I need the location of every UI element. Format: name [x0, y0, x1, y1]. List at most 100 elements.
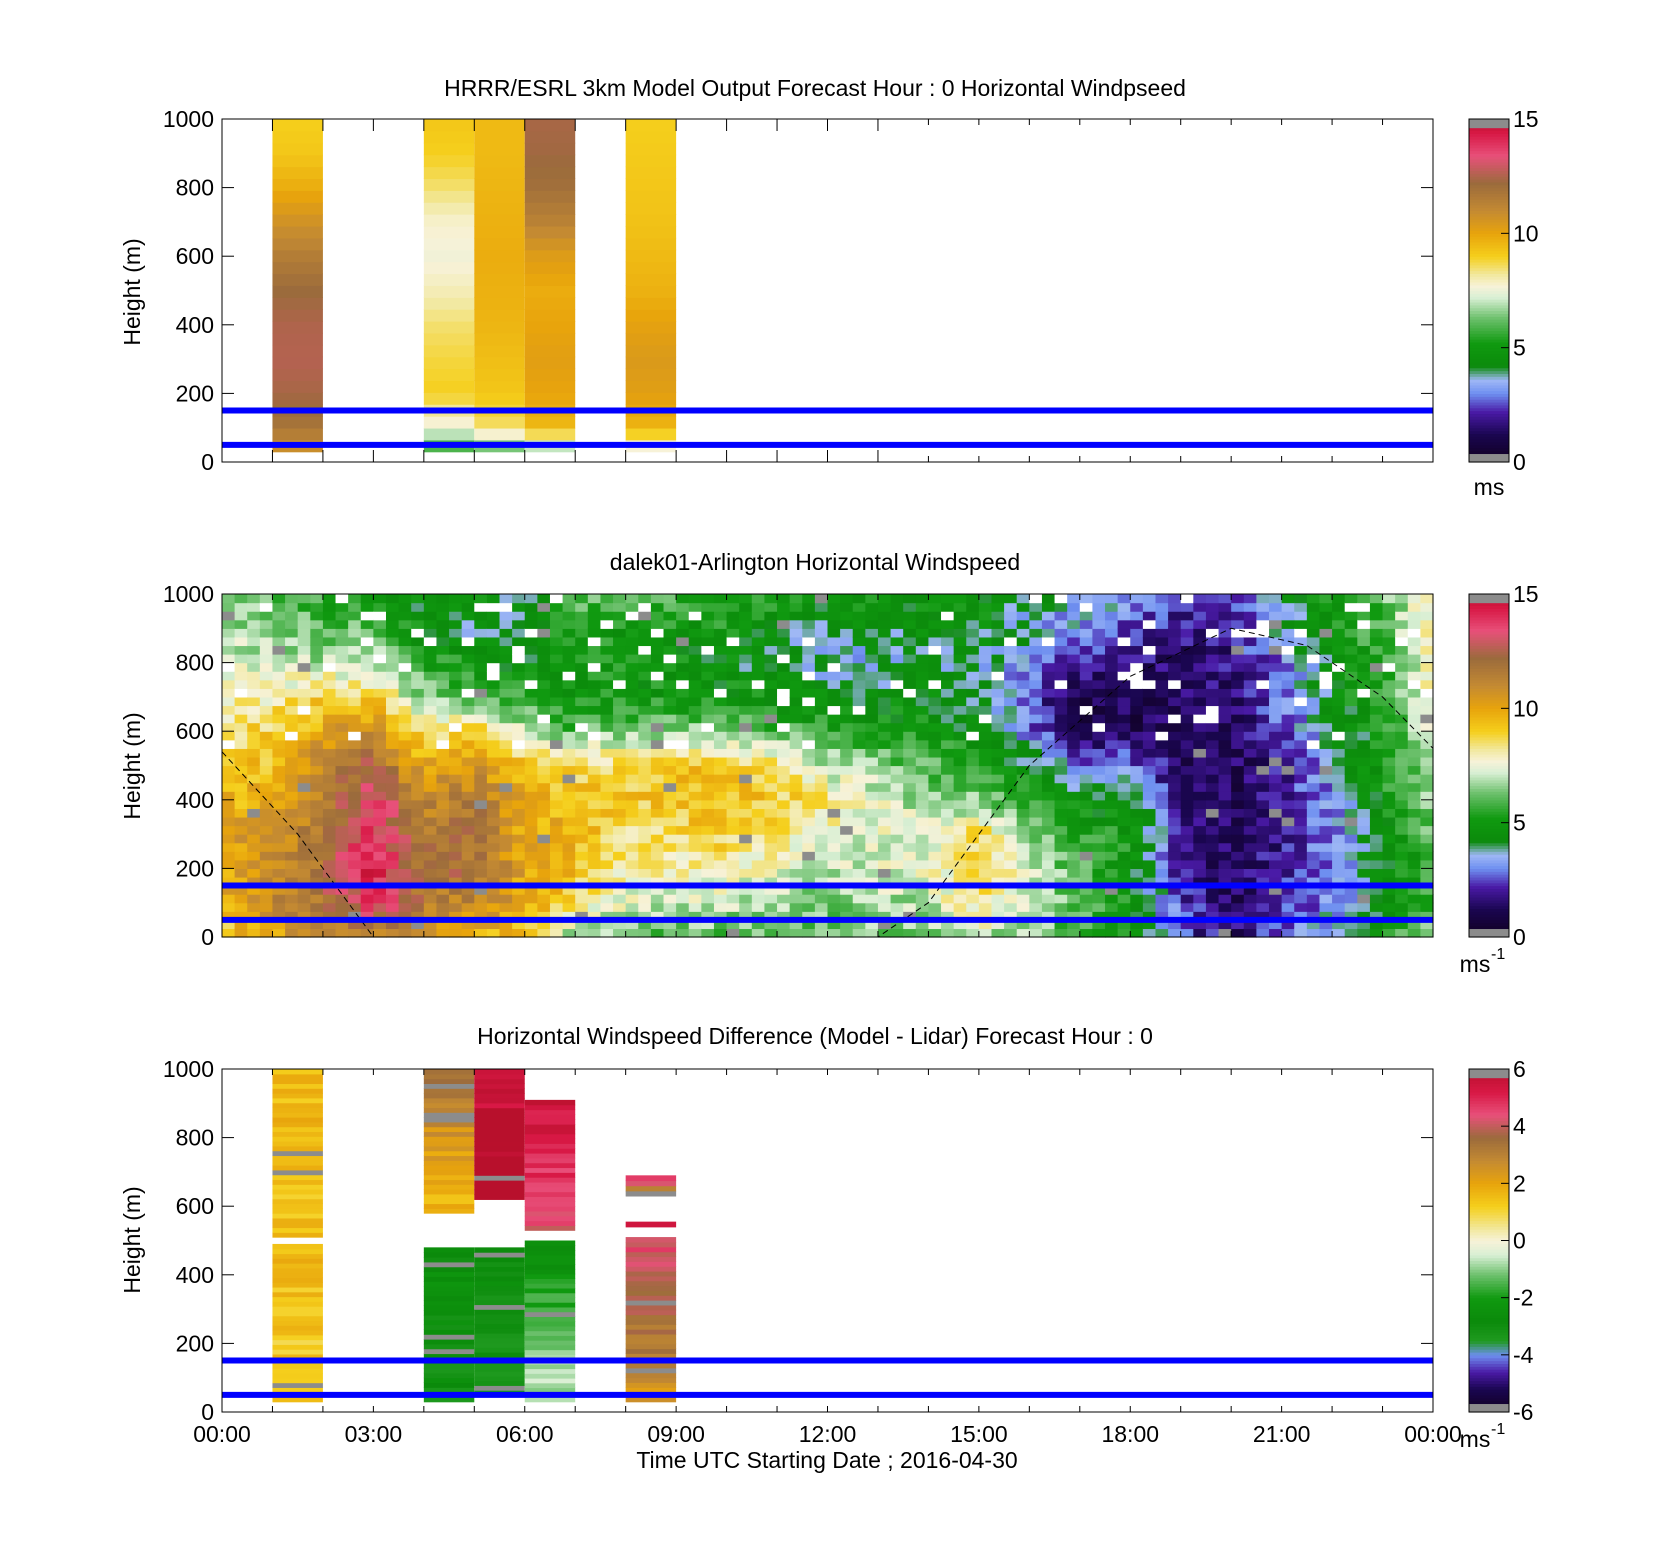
lidar-windspeed-cell — [991, 705, 1005, 715]
lidar-windspeed-cell — [1231, 619, 1245, 629]
lidar-windspeed-cell — [638, 662, 652, 672]
lidar-windspeed-cell — [1256, 765, 1270, 775]
colorbar-segment — [1469, 1097, 1509, 1102]
lidar-windspeed-cell — [1382, 834, 1396, 844]
lidar-windspeed-cell — [1029, 756, 1043, 767]
lidar-windspeed-cell — [373, 919, 387, 930]
difference-cell — [272, 1344, 323, 1350]
lidar-windspeed-cell — [1357, 834, 1371, 844]
colorbar-segment — [1469, 1200, 1509, 1204]
lidar-windspeed-cell — [802, 688, 816, 698]
lidar-windspeed-cell — [1205, 662, 1220, 672]
lidar-windspeed-cell — [398, 911, 412, 921]
lidar-windspeed-cell — [575, 636, 589, 647]
lidar-windspeed-cell — [549, 731, 564, 741]
colorbar-segment — [1469, 674, 1509, 678]
lidar-windspeed-cell — [423, 611, 438, 621]
lidar-windspeed-cell — [1269, 928, 1283, 938]
lidar-windspeed-cell — [486, 928, 501, 938]
lidar-windspeed-cell — [600, 688, 614, 698]
lidar-windspeed-cell — [512, 705, 526, 715]
lidar-windspeed-cell — [625, 919, 639, 930]
colorbar-segment — [1469, 1277, 1509, 1282]
lidar-windspeed-cell — [953, 679, 967, 689]
lidar-windspeed-cell — [1319, 679, 1333, 689]
difference-cell — [474, 1136, 525, 1143]
lidar-windspeed-cell — [512, 654, 526, 664]
lidar-windspeed-cell — [827, 885, 841, 895]
lidar-windspeed-cell — [1041, 834, 1056, 844]
lidar-windspeed-cell — [701, 696, 715, 707]
lidar-windspeed-cell — [663, 594, 677, 604]
lidar-windspeed-cell — [562, 791, 576, 801]
lidar-windspeed-cell — [587, 902, 602, 912]
lidar-windspeed-cell — [449, 636, 463, 647]
lidar-windspeed-cell — [335, 722, 349, 732]
lidar-windspeed-cell — [613, 671, 627, 681]
lidar-windspeed-cell — [1281, 688, 1295, 698]
difference-cell — [423, 1073, 475, 1080]
model-windspeed-cell — [474, 309, 525, 322]
lidar-windspeed-cell — [1193, 791, 1207, 801]
difference-cell — [423, 1136, 475, 1142]
model-windspeed-cell — [474, 285, 525, 298]
lidar-windspeed-cell — [499, 619, 513, 629]
difference-cell — [272, 1097, 323, 1104]
lidar-windspeed-cell — [587, 748, 602, 758]
lidar-windspeed-cell — [991, 602, 1005, 612]
model-windspeed-cell — [272, 392, 323, 405]
lidar-windspeed-cell — [385, 791, 400, 801]
lidar-windspeed-cell — [1306, 705, 1321, 715]
lidar-windspeed-cell — [1016, 662, 1030, 672]
lidar-windspeed-cell — [1142, 876, 1157, 887]
colorbar-segment — [1469, 1363, 1509, 1367]
lidar-windspeed-cell — [941, 851, 955, 861]
lidar-windspeed-cell — [461, 816, 475, 827]
lidar-windspeed-cell — [348, 868, 362, 878]
difference-cell — [625, 1190, 677, 1197]
lidar-windspeed-cell — [713, 902, 728, 912]
lidar-windspeed-cell — [650, 799, 665, 809]
lidar-windspeed-cell — [789, 679, 803, 689]
lidar-windspeed-cell — [1281, 739, 1295, 749]
lidar-windspeed-cell — [764, 662, 778, 672]
lidar-windspeed-cell — [638, 756, 652, 767]
lidar-windspeed-cell — [272, 859, 286, 869]
lidar-windspeed-cell — [499, 885, 513, 895]
lidar-windspeed-cell — [865, 911, 879, 921]
lidar-windspeed-cell — [764, 602, 778, 612]
lidar-windspeed-cell — [1079, 714, 1094, 724]
lidar-windspeed-cell — [1117, 791, 1131, 801]
lidar-windspeed-cell — [1105, 928, 1119, 938]
lidar-windspeed-cell — [751, 928, 766, 938]
lidar-windspeed-cell — [777, 902, 791, 912]
lidar-windspeed-cell — [1269, 619, 1283, 629]
lidar-windspeed-cell — [1218, 876, 1232, 887]
lidar-windspeed-cell — [360, 765, 374, 775]
lidar-windspeed-cell — [1231, 859, 1245, 869]
model-windspeed-cell — [272, 273, 323, 286]
difference-cell — [272, 1306, 323, 1312]
lidar-windspeed-cell — [877, 594, 892, 604]
model-windspeed-cell — [474, 380, 525, 393]
lidar-windspeed-cell — [385, 919, 400, 930]
lidar-windspeed-cell — [436, 696, 450, 707]
lidar-windspeed-cell — [789, 894, 803, 904]
difference-cell — [524, 1278, 576, 1284]
lidar-windspeed-cell — [600, 911, 614, 921]
lidar-windspeed-cell — [285, 628, 299, 638]
colorbar-segment — [1469, 1223, 1509, 1227]
lidar-windspeed-cell — [625, 645, 639, 655]
lidar-windspeed-cell — [1344, 696, 1358, 707]
lidar-windspeed-cell — [814, 688, 829, 698]
lidar-windspeed-cell — [953, 645, 967, 655]
lidar-windspeed-cell — [915, 731, 930, 741]
lidar-windspeed-cell — [587, 851, 602, 861]
colorbar-segment — [1469, 259, 1509, 263]
lidar-windspeed-cell — [297, 662, 311, 672]
lidar-windspeed-cell — [1054, 791, 1068, 801]
model-windspeed-cell — [524, 297, 576, 310]
lidar-windspeed-cell — [1205, 859, 1220, 869]
colorbar-segment — [1469, 393, 1509, 397]
lidar-windspeed-cell — [1382, 748, 1396, 758]
